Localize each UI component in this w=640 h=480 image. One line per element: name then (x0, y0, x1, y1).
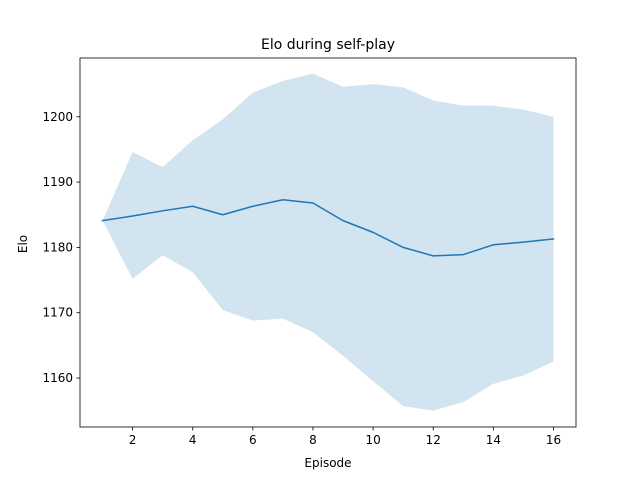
mean-elo-line (101, 198, 555, 257)
confidence-band (102, 73, 554, 411)
y-tick-label: 1190 (42, 175, 73, 189)
x-tick-label: 10 (365, 433, 380, 447)
x-axis-label: Episode (304, 456, 351, 470)
y-tick-label: 1170 (42, 306, 73, 320)
x-tick-label: 16 (546, 433, 561, 447)
plot-area: 2 4 6 8 10 12 14 16 1160 1170 1180 1190 1200 (42, 57, 577, 447)
y-tick-label: 1160 (42, 371, 73, 385)
y-tick-label: 1200 (42, 110, 73, 124)
x-tick-label: 6 (249, 433, 257, 447)
x-tick-label: 4 (189, 433, 197, 447)
x-tick-label: 8 (309, 433, 317, 447)
chart-title: Elo during self-play (261, 37, 395, 53)
y-axis-label: Elo (16, 235, 30, 253)
axes-frame (79, 57, 577, 428)
x-tick-label: 12 (426, 433, 441, 447)
x-tick-label: 14 (486, 433, 501, 447)
y-tick-label: 1180 (42, 240, 73, 254)
x-tick-label: 2 (129, 433, 137, 447)
